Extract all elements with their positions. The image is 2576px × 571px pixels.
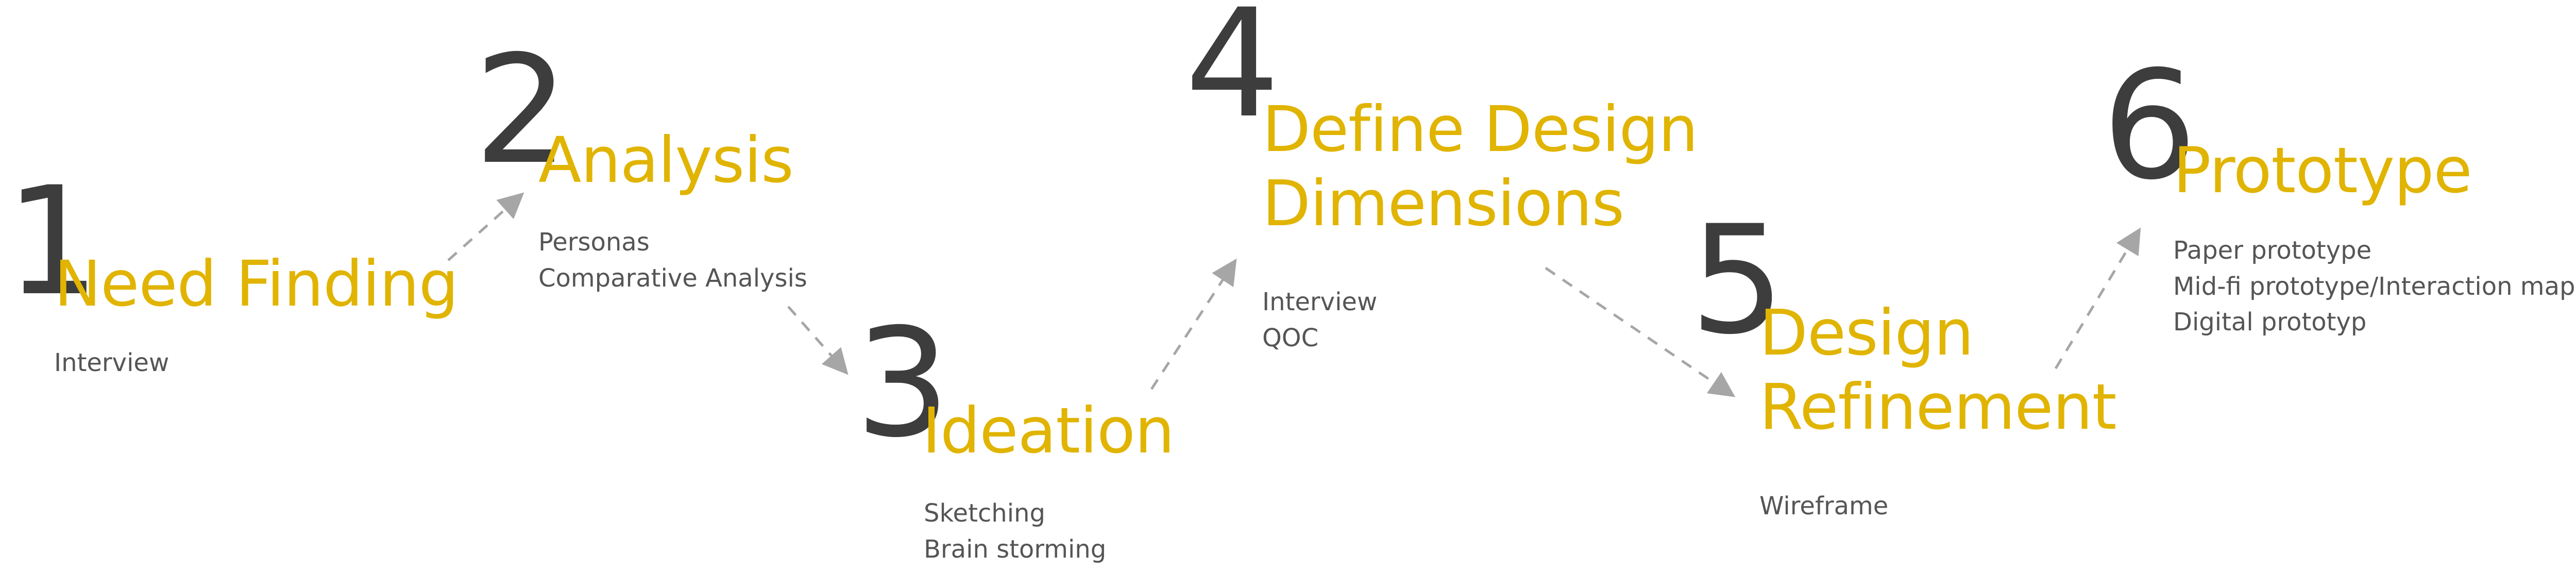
step-4-title-line: Dimensions [1262,166,1624,240]
arrow-4-to-5 [1545,266,1736,397]
step-2-items: Personas Comparative Analysis [538,225,807,296]
step-4-item: Interview [1262,288,1378,316]
step-4-number: 4 [1185,0,1280,151]
step-1-items: Interview [54,345,169,381]
step-6-item: Paper prototype [2173,236,2372,265]
step-5-item: Wireframe [1759,492,1889,520]
arrow-1-to-2 [447,192,524,261]
step-2-number: 2 [474,24,569,197]
step-2-item: Comparative Analysis [538,263,807,293]
step-1-number: 1 [5,155,100,329]
step-6-item: Digital prototyp [2173,308,2367,337]
step-6-item: Mid-fi prototype/Interaction map [2173,272,2575,301]
step-2-item: Personas [538,228,650,257]
arrow-3-to-4 [1150,258,1237,390]
step-5-items: Wireframe [1759,489,1888,525]
step-3-items: Sketching Brain storming [924,496,1106,567]
arrow-2-to-3 [787,306,849,375]
step-6-number: 6 [2102,39,2197,213]
step-3-title: Ideation [922,394,1175,467]
step-4-item: QOC [1262,323,1319,352]
step-5-title-line: Design [1759,296,1974,370]
step-1-item: Interview [54,348,170,377]
step-6-title: Prototype [2173,134,2472,207]
step-3-item: Sketching [924,499,1045,528]
step-3-number: 3 [855,297,951,471]
step-3-item: Brain storming [924,534,1107,564]
step-5-title: Design Refinement [1759,296,2117,445]
step-4-title-line: Define Design [1262,93,1698,166]
step-1-title: Need Finding [54,247,459,321]
step-5-title-line: Refinement [1759,370,2117,444]
step-2-title: Analysis [538,124,794,197]
arrow-5-to-6 [2054,227,2141,370]
step-6-items: Paper prototype Mid-fi prototype/Interac… [2173,233,2575,341]
step-4-title: Define Design Dimensions [1262,93,1698,241]
step-4-items: Interview QOC [1262,284,1377,356]
step-5-number: 5 [1690,194,1785,367]
